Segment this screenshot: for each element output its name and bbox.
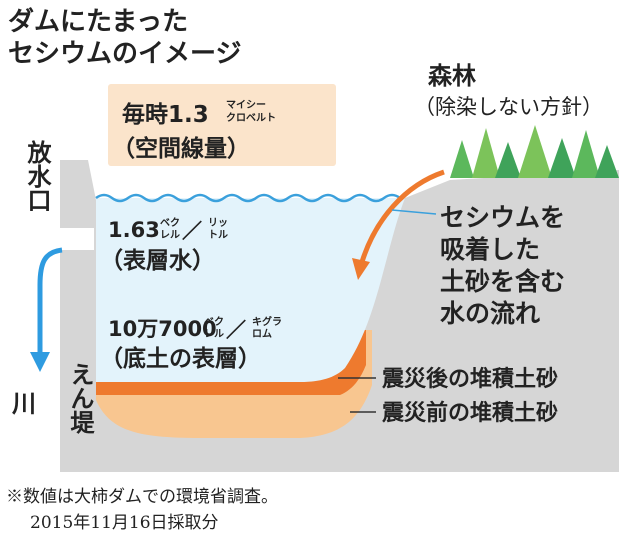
footnote: 2015年11月16日採取分 bbox=[30, 513, 219, 533]
river-arrowhead bbox=[30, 352, 50, 372]
value: 1.63 bbox=[108, 218, 160, 242]
label: （表層水） bbox=[100, 247, 215, 274]
flow-arrow bbox=[359, 169, 445, 263]
flow-label: セシウムを bbox=[440, 203, 565, 232]
water bbox=[96, 198, 405, 382]
layer-label: 震災前の堆積土砂 bbox=[382, 400, 558, 426]
outlet-label: 放水口 bbox=[23, 139, 52, 212]
unit: レル bbox=[204, 329, 224, 340]
flow-label: 土砂を含む bbox=[440, 267, 565, 296]
unit: ベク bbox=[160, 217, 180, 229]
flow-label: 吸着した bbox=[440, 235, 540, 264]
unit: クロベルト bbox=[226, 112, 276, 124]
slash: ／ bbox=[226, 318, 246, 342]
outlet-gap bbox=[58, 228, 94, 250]
air-dose-box bbox=[108, 84, 336, 166]
unit: リッ bbox=[208, 217, 228, 229]
title: セシウムのイメージ bbox=[8, 39, 241, 69]
forest-note: （除染しない方針） bbox=[414, 95, 603, 119]
unit: トル bbox=[208, 229, 228, 241]
unit: ロム bbox=[252, 328, 272, 340]
river-label: 川 bbox=[12, 390, 36, 418]
unit: キグラ bbox=[252, 315, 282, 328]
dam-label: えん堤 bbox=[66, 362, 94, 435]
river-arrow bbox=[37, 247, 63, 355]
leader bbox=[391, 209, 437, 215]
label: （底土の表層） bbox=[100, 345, 261, 372]
flow-arrowhead bbox=[352, 258, 370, 280]
forest-title: 森林 bbox=[428, 62, 476, 90]
trees bbox=[450, 125, 619, 178]
title: ダムにたまった bbox=[8, 6, 188, 37]
label: （空間線量） bbox=[112, 135, 250, 162]
footnote: ※数値は大柿ダムでの環境省調査。 bbox=[6, 487, 278, 507]
value: 毎時1.3 bbox=[122, 102, 209, 128]
unit: レル bbox=[160, 230, 180, 241]
layer-label: 震災後の堆積土砂 bbox=[382, 366, 558, 392]
value: 10万7000 bbox=[108, 317, 217, 341]
slash: ／ bbox=[182, 219, 202, 243]
flow-label: 水の流れ bbox=[440, 299, 540, 328]
unit: ベク bbox=[204, 316, 224, 328]
unit: マイシー bbox=[226, 99, 266, 111]
water-surface bbox=[95, 193, 401, 203]
